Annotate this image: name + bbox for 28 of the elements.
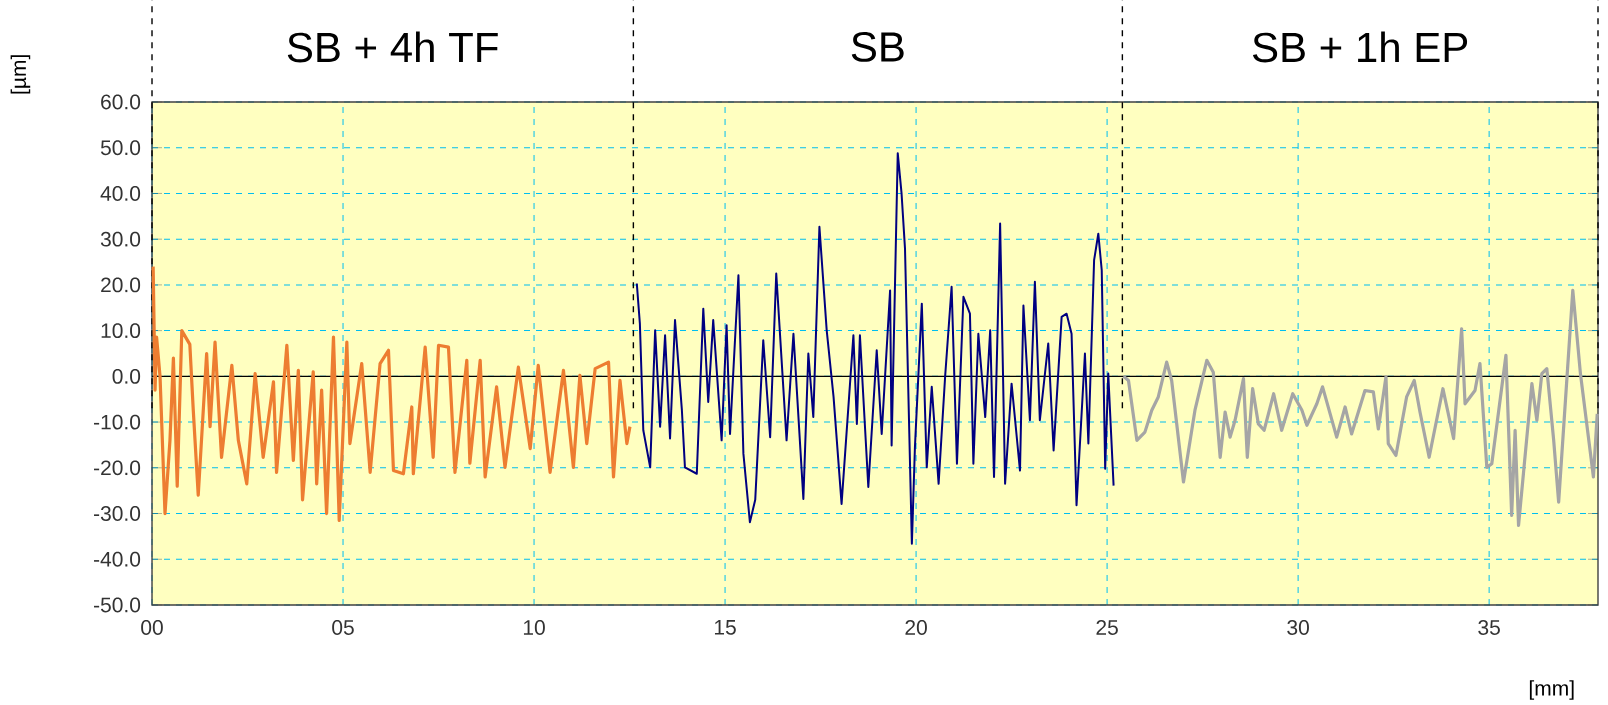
text: SB + 1h EP (1252, 31, 1468, 63)
x-tick-label: 10 (523, 620, 545, 635)
y-tick-label: 40.0 (100, 186, 141, 201)
text: SB + 4h TF (287, 31, 498, 63)
y-axis-title: [µm] (10, 55, 31, 94)
y-tick-label: 50.0 (100, 140, 141, 156)
x-tick-label: 20 (905, 620, 927, 635)
x-tick-label: 05 (332, 620, 354, 635)
line-series (1121, 288, 1599, 528)
y-tick-label: 0.0 (112, 368, 141, 384)
y-tick-label: -50.0 (94, 597, 141, 613)
text: SB (851, 32, 904, 62)
y-tick-label: -30.0 (94, 506, 141, 521)
line-series (635, 152, 1115, 545)
x-tick-label: 25 (1096, 620, 1118, 635)
y-tick-label: 30.0 (100, 231, 141, 247)
y-tick-label: 10.0 (101, 323, 141, 339)
line-series (151, 265, 632, 522)
x-axis-title: [mm] (1529, 680, 1574, 700)
y-tick-label: -20.0 (94, 460, 141, 476)
x-tick-label: 15 (714, 620, 736, 635)
y-tick-label: -10.0 (94, 414, 141, 430)
y-tick-label: 60.0 (101, 94, 141, 110)
y-tick-label: 20.0 (101, 277, 141, 293)
x-tick-label: 35 (1478, 620, 1500, 635)
y-tick-label: -40.0 (94, 551, 141, 567)
x-tick-label: 00 (141, 620, 163, 635)
x-tick-label: 30 (1287, 620, 1309, 635)
